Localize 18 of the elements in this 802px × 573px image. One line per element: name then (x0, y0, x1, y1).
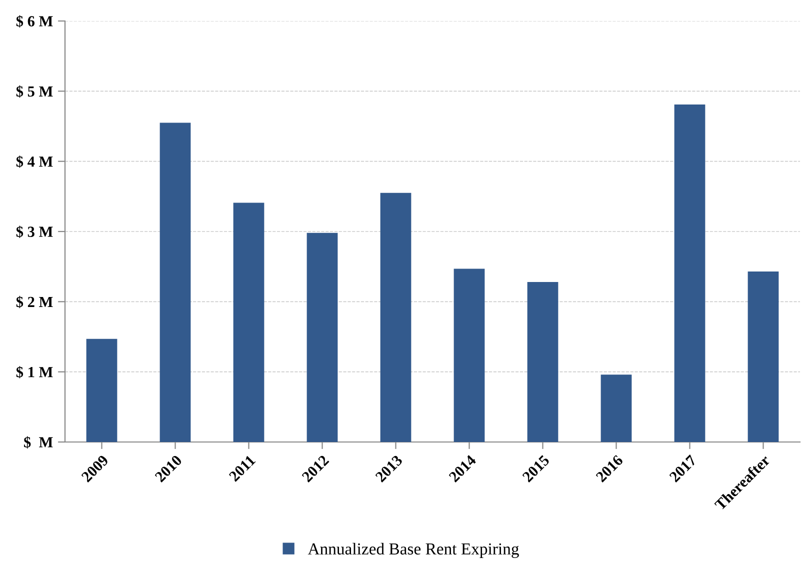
y-tick-label: $ 5 M (16, 85, 53, 98)
y-tick-label: $ 3 M (16, 226, 53, 238)
y-tick-label: $ 6 M (16, 15, 53, 28)
bar (454, 268, 485, 442)
y-tick-label: $ 1 M (16, 366, 53, 378)
bar (380, 192, 412, 442)
bar (160, 122, 191, 442)
legend-label: Annualized Base Rent Expiring (308, 542, 519, 558)
bar (527, 282, 558, 442)
bar (306, 232, 338, 442)
bar (748, 271, 779, 442)
bar (674, 104, 706, 442)
bar (86, 338, 118, 442)
y-tick-label: $ M (24, 436, 53, 448)
bar (600, 374, 632, 442)
y-tick-label: $ 2 M (16, 296, 53, 308)
y-tick-label: $ 4 M (16, 156, 53, 168)
bar (233, 202, 264, 442)
